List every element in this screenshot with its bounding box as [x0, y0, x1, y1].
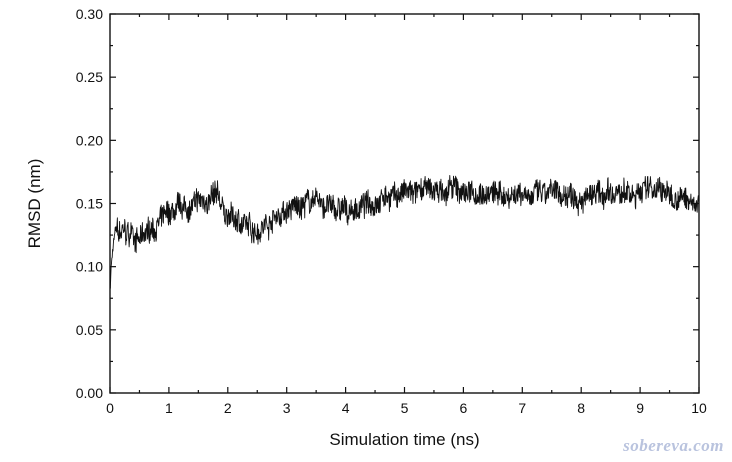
x-tick-label: 1 [165, 400, 173, 416]
x-tick-label: 2 [224, 400, 232, 416]
y-tick-label: 0.20 [76, 132, 103, 148]
x-tick-label: 6 [460, 400, 468, 416]
y-tick-label: 0.05 [76, 322, 103, 338]
y-tick-label: 0.00 [76, 385, 103, 401]
x-tick-label: 10 [691, 400, 707, 416]
x-tick-label: 4 [342, 400, 350, 416]
y-tick-labels: 0.00 0.05 0.10 0.15 0.20 0.25 0.30 [76, 6, 103, 401]
x-tick-labels: 0 1 2 3 4 5 6 7 8 9 10 [106, 400, 707, 416]
x-tick-label: 7 [518, 400, 526, 416]
x-tick-label: 0 [106, 400, 114, 416]
series-layer [109, 174, 700, 290]
plot-frame [109, 13, 700, 394]
y-tick-label: 0.25 [76, 69, 103, 85]
x-tick-label: 3 [283, 400, 291, 416]
watermark-text: sobereva.com [623, 436, 724, 455]
x-axis-title: Simulation time (ns) [329, 430, 479, 449]
x-tick-label: 8 [577, 400, 585, 416]
axis-ticks [109, 13, 700, 394]
rmsd-series-line [109, 174, 700, 290]
y-tick-label: 0.15 [76, 196, 103, 212]
y-tick-label: 0.10 [76, 259, 103, 275]
y-axis-title: RMSD (nm) [25, 159, 44, 249]
x-tick-label: 5 [401, 400, 409, 416]
x-tick-label: 9 [636, 400, 644, 416]
y-tick-label: 0.30 [76, 6, 103, 22]
